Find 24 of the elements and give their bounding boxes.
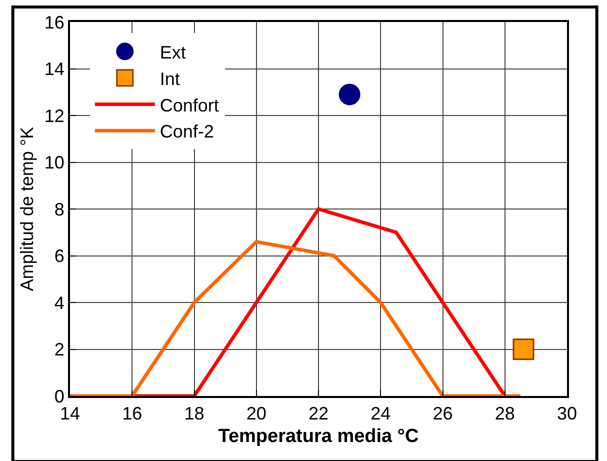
x-tick-label: 22 (308, 404, 329, 424)
legend-label: Int (160, 68, 180, 89)
x-tick-label: 30 (556, 404, 578, 424)
x-tick-label: 18 (184, 404, 204, 424)
x-tick-label: 20 (246, 404, 266, 424)
x-tick-label: 24 (370, 404, 391, 424)
legend-label: Ext (160, 42, 186, 62)
legend-label: Confort (160, 95, 219, 116)
y-tick-label: 16 (44, 12, 64, 32)
y-tick-label: 2 (54, 340, 64, 360)
x-tick-label: 26 (432, 404, 453, 424)
line-series (70, 240, 522, 396)
y-tick-label: 4 (54, 292, 64, 313)
x-tick-label: 28 (494, 404, 515, 424)
x-axis-title: Temperatura media °C (218, 426, 420, 447)
y-tick-label: 12 (44, 106, 64, 126)
y-tick-label: 14 (44, 59, 64, 80)
y-tick-label: 0 (54, 386, 64, 406)
y-tick-label: 6 (54, 246, 64, 266)
y-tick-label: 8 (54, 199, 64, 220)
x-tick-label: 16 (122, 404, 142, 424)
y-tick-label: 10 (44, 152, 64, 173)
legend-label: Conf-2 (160, 122, 214, 142)
y-axis-title: Amplitud de temp °K (17, 126, 38, 292)
